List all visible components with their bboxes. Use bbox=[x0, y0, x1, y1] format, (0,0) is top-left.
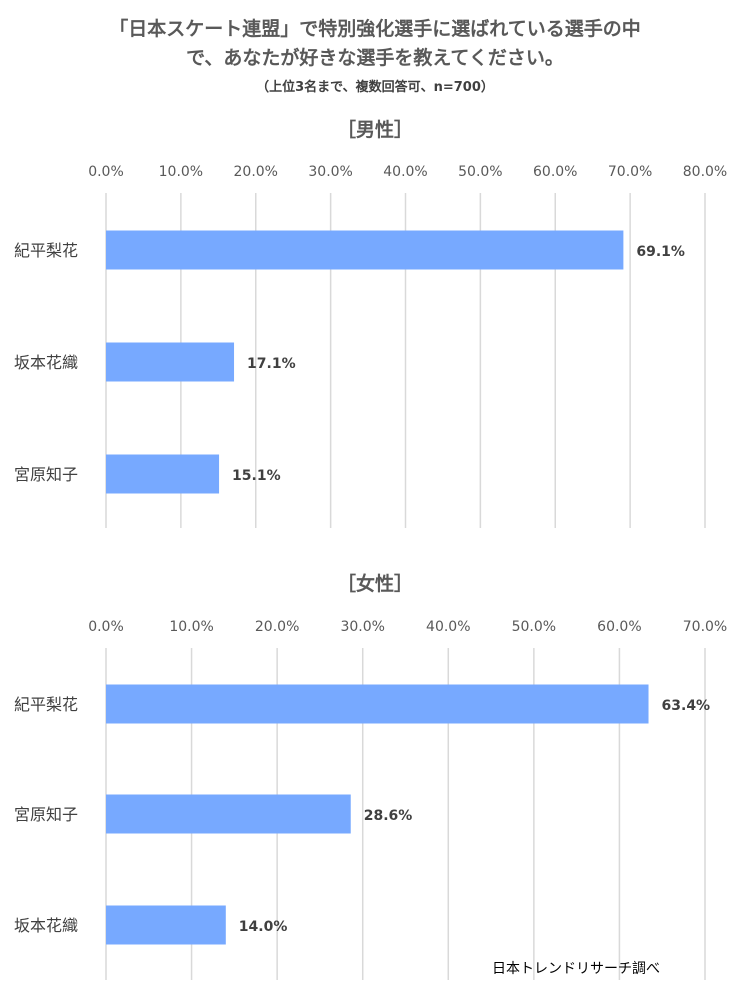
tick-label-0-4: 40.0% bbox=[383, 164, 427, 180]
category-label-0-1: 坂本花織 bbox=[14, 353, 78, 372]
category-label-0-0: 紀平梨花 bbox=[14, 241, 78, 260]
tick-label-1-4: 40.0% bbox=[426, 619, 470, 635]
value-label-1-1: 28.6% bbox=[364, 808, 413, 824]
value-label-0-2: 15.1% bbox=[232, 468, 281, 484]
tick-label-0-2: 20.0% bbox=[234, 164, 278, 180]
category-label-1-1: 宮原知子 bbox=[14, 805, 78, 824]
bar-1-2 bbox=[106, 905, 226, 945]
value-label-0-1: 17.1% bbox=[247, 356, 296, 372]
tick-label-0-8: 80.0% bbox=[683, 164, 727, 180]
tick-label-1-7: 70.0% bbox=[683, 619, 727, 635]
tick-label-1-5: 50.0% bbox=[512, 619, 556, 635]
panel-title-1: ［女性］ bbox=[337, 572, 413, 595]
bar-0-1 bbox=[106, 342, 235, 382]
chart-title-line2: で、あなたが好きな選手を教えてください。 bbox=[186, 47, 564, 69]
tick-label-0-7: 70.0% bbox=[608, 164, 652, 180]
tick-label-0-6: 60.0% bbox=[533, 164, 577, 180]
category-label-1-2: 坂本花織 bbox=[14, 916, 78, 935]
tick-label-1-2: 20.0% bbox=[255, 619, 299, 635]
bar-1-0 bbox=[106, 684, 649, 724]
tick-label-1-0: 0.0% bbox=[88, 619, 124, 635]
bar-1-1 bbox=[106, 794, 351, 834]
tick-label-1-1: 10.0% bbox=[169, 619, 213, 635]
chart-title-line1: 「日本スケート連盟」で特別強化選手に選ばれている選手の中 bbox=[109, 18, 641, 40]
chart-subtitle: （上位3名まで、複数回答可、n=700） bbox=[256, 80, 494, 95]
source-credit: 日本トレンドリサーチ調べ bbox=[492, 961, 660, 977]
tick-label-0-5: 50.0% bbox=[458, 164, 502, 180]
category-label-1-0: 紀平梨花 bbox=[14, 695, 78, 714]
tick-label-0-3: 30.0% bbox=[308, 164, 352, 180]
panel-title-0: ［男性］ bbox=[337, 118, 413, 141]
value-label-1-0: 63.4% bbox=[662, 698, 711, 714]
tick-label-1-6: 60.0% bbox=[597, 619, 641, 635]
tick-label-1-3: 30.0% bbox=[340, 619, 384, 635]
tick-label-0-0: 0.0% bbox=[88, 164, 124, 180]
bar-0-0 bbox=[106, 230, 624, 270]
value-label-0-0: 69.1% bbox=[636, 244, 685, 260]
category-label-0-2: 宮原知子 bbox=[14, 465, 78, 484]
tick-label-0-1: 10.0% bbox=[159, 164, 203, 180]
bar-0-2 bbox=[106, 454, 220, 494]
value-label-1-2: 14.0% bbox=[239, 919, 288, 935]
